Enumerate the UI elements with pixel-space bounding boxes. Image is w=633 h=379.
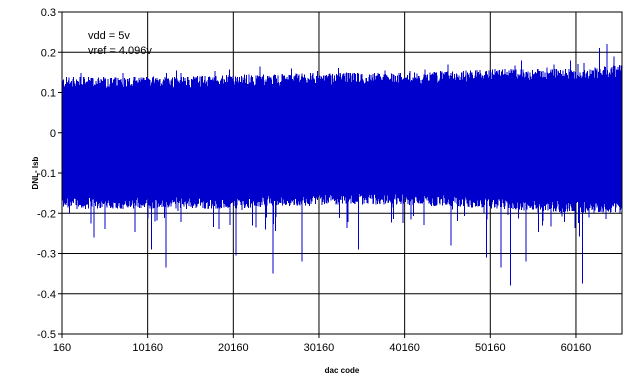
- x-tick-label-3: 30160: [304, 342, 335, 354]
- annotation-vdd: vdd = 5v: [88, 30, 130, 42]
- y-axis-ticks: 0.3 0.2 0.1 0 -0.1 -0.2 -0.3 -0.4 -0.5: [37, 7, 62, 341]
- x-tick-label-4: 40160: [389, 342, 420, 354]
- y-tick-label-0: 0.3: [41, 7, 56, 19]
- y-tick-label-5: -0.2: [37, 208, 56, 220]
- x-tick-label-1: 10160: [132, 342, 163, 354]
- y-tick-label-6: -0.3: [37, 249, 56, 261]
- y-tick-label-2: 0.1: [41, 88, 56, 100]
- x-tick-label-0: 160: [53, 342, 71, 354]
- annotation-vref: vref = 4.096v: [88, 45, 152, 57]
- x-tick-label-2: 20160: [218, 342, 249, 354]
- y-tick-label-8: -0.5: [37, 329, 56, 341]
- x-axis-ticks: 160 10160 20160 30160 40160 50160 60160: [53, 334, 591, 354]
- y-tick-label-1: 0.2: [41, 47, 56, 59]
- x-tick-label-6: 60160: [561, 342, 592, 354]
- y-tick-label-7: -0.4: [37, 289, 56, 301]
- y-axis-title: DNL- lsb: [31, 156, 40, 189]
- x-tick-label-5: 50160: [475, 342, 506, 354]
- x-axis-title: dac code: [325, 366, 360, 375]
- y-tick-label-4: -0.1: [37, 168, 56, 180]
- y-tick-label-3: 0: [50, 128, 56, 140]
